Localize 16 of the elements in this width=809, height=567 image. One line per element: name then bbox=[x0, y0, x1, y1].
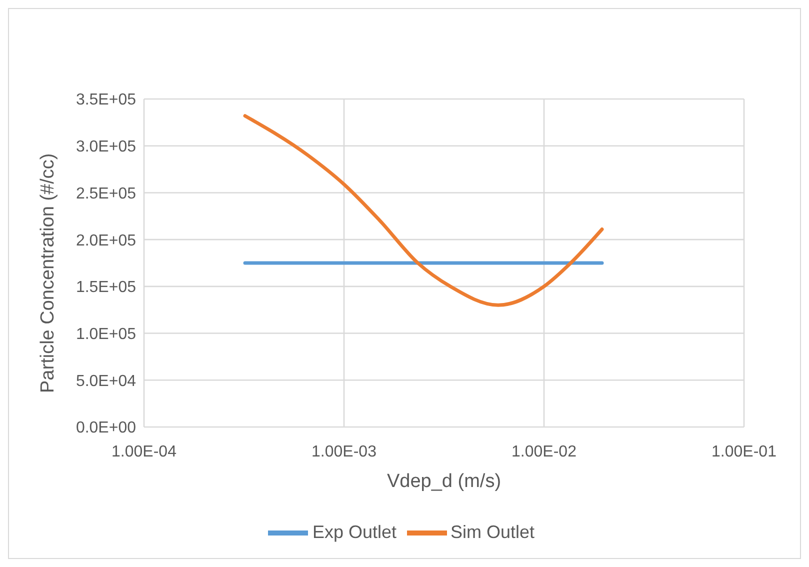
y-tick-label: 1.0E+05 bbox=[76, 326, 136, 343]
y-tick-label: 1.5E+05 bbox=[76, 279, 136, 296]
x-tick-label: 1.00E-02 bbox=[512, 443, 577, 460]
y-tick-label: 2.0E+05 bbox=[76, 232, 136, 250]
x-tick-label: 1.00E-03 bbox=[312, 443, 377, 460]
legend-label: Sim Outlet bbox=[450, 522, 535, 542]
y-tick-label: 0.0E+00 bbox=[76, 420, 136, 437]
y-tick-label: 5.0E+04 bbox=[76, 372, 136, 390]
legend-label: Exp Outlet bbox=[312, 522, 396, 542]
x-axis-title: Vdep_d (m/s) bbox=[386, 471, 502, 492]
y-tick-label: 2.5E+05 bbox=[76, 185, 136, 202]
y-axis-title: Particle Concentration (#/cc) bbox=[38, 153, 59, 393]
x-tick-label: 1.00E-04 bbox=[112, 443, 177, 460]
y-tick-label: 3.0E+05 bbox=[76, 138, 136, 156]
y-tick-label: 3.5E+05 bbox=[76, 92, 136, 109]
x-tick-label: 1.00E-01 bbox=[712, 443, 777, 460]
